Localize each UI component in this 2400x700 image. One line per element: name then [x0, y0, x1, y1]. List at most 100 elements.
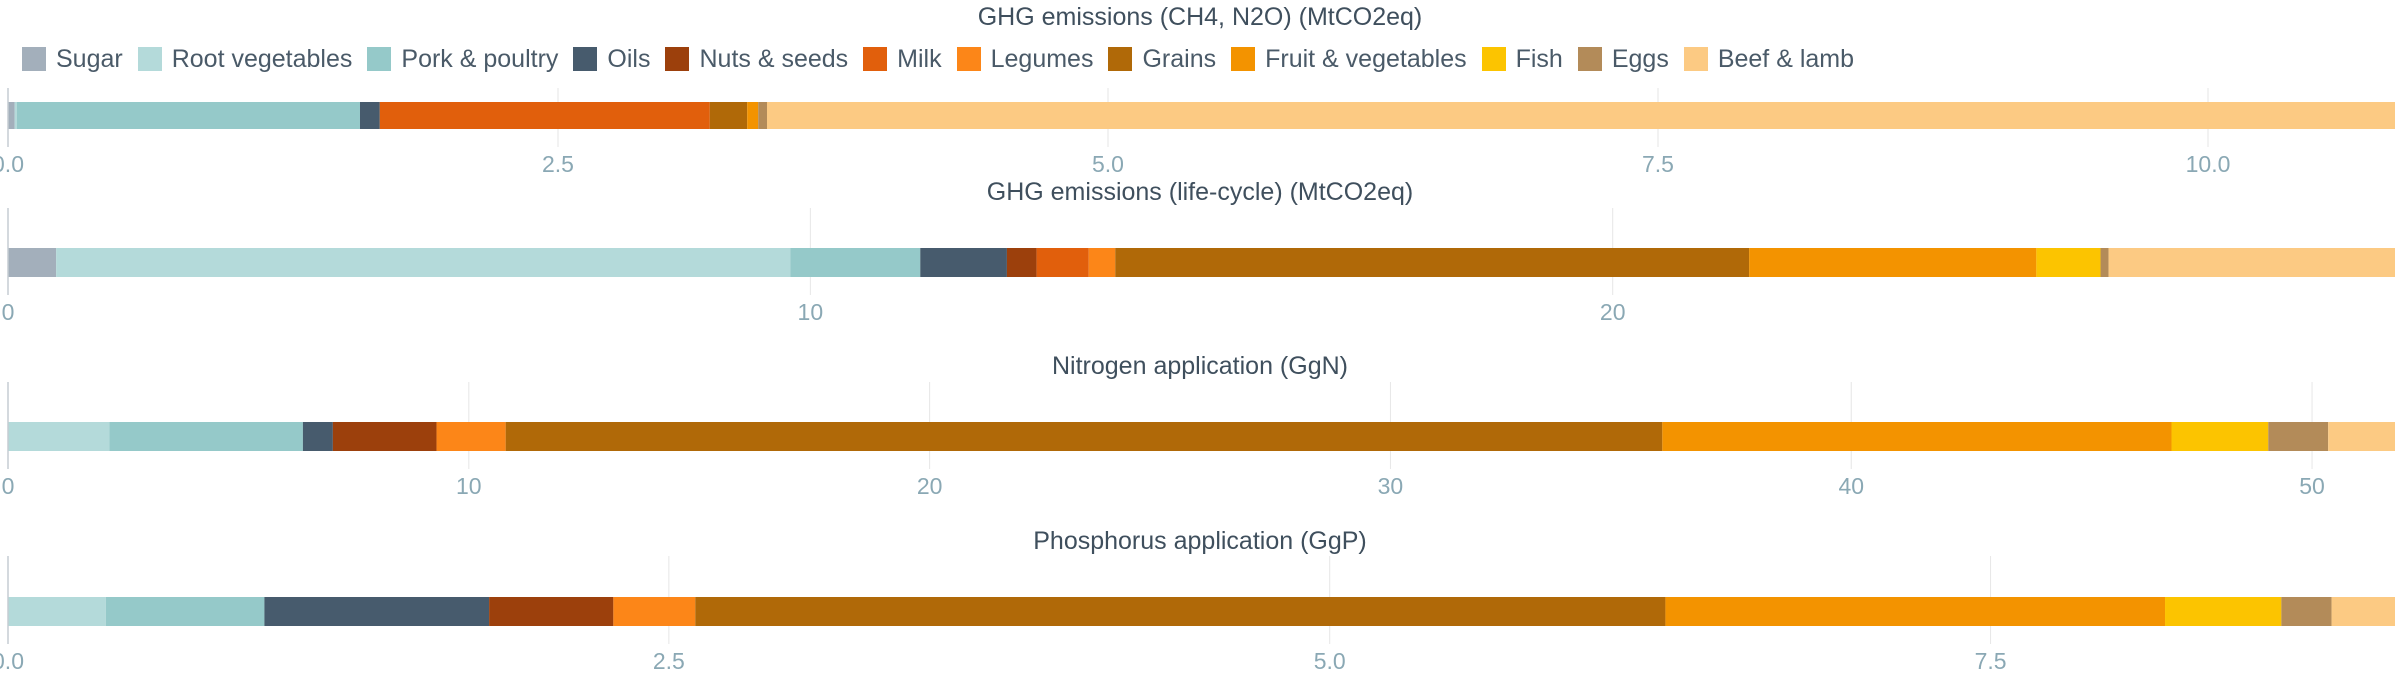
legend-item[interactable]: Eggs	[1577, 44, 1669, 74]
legend-item[interactable]: Nuts & seeds	[665, 45, 848, 74]
bar-segment-legumes[interactable]	[1088, 248, 1116, 277]
bar-segment-fish[interactable]	[2171, 422, 2269, 451]
legend-swatch	[1683, 47, 1708, 71]
legend-label: Legumes	[990, 44, 1094, 73]
bar-segment-eggs[interactable]	[2281, 597, 2332, 626]
x-tick-label: 30	[1378, 473, 1404, 499]
x-tick-label: 10	[798, 299, 824, 325]
bar-segment-fruit-vegetables[interactable]	[1665, 597, 2166, 626]
legend-item[interactable]: Fruit & vegetables	[1231, 45, 1467, 74]
legend-label: Fish	[1515, 44, 1563, 73]
bar-segment-legumes[interactable]	[436, 422, 506, 451]
legend-swatch	[1231, 47, 1256, 71]
x-tick-label: 5.0	[1092, 151, 1124, 177]
bar-segment-grains[interactable]	[1115, 248, 1750, 277]
bar-segment-fruit-vegetables[interactable]	[747, 102, 759, 129]
chart-legend: Sugar Root vegetables Pork & poultry Oils Nu…	[22, 42, 1869, 76]
x-tick-label: 10	[456, 473, 482, 499]
legend-label: Nuts & seeds	[699, 44, 849, 73]
legend-swatch	[22, 47, 46, 71]
bar-segment-beef-lamb[interactable]	[2328, 422, 2395, 451]
legend-label: Fruit & vegetables	[1265, 44, 1467, 73]
bar-segment-oils[interactable]	[360, 102, 380, 129]
bar-segment-oils[interactable]	[920, 248, 1007, 277]
bar-segment-pork-poultry[interactable]	[105, 597, 265, 626]
bar-segment-pork-poultry[interactable]	[16, 102, 361, 129]
bar-segment-fish[interactable]	[2165, 597, 2282, 626]
legend-swatch	[367, 47, 392, 71]
x-tick-label: 0.0	[0, 151, 24, 177]
x-tick-label: 2.5	[542, 151, 574, 177]
legend-item[interactable]: Pork & poultry	[367, 45, 558, 74]
chart-panel: Phosphorus application (GgP) 0.0 2.5 5.0 7.5	[0, 527, 2395, 674]
x-tick-label: 7.5	[1642, 151, 1674, 177]
chart-panel: Nitrogen application (GgN) 0 10 20 30 40 50	[2, 352, 2395, 499]
chart-title: Phosphorus application (GgP)	[1033, 527, 1367, 555]
bar-segment-root-vegetables[interactable]	[8, 422, 110, 451]
legend-swatch	[1481, 47, 1506, 71]
x-tick-label: 20	[917, 473, 943, 499]
x-tick-label: 7.5	[1975, 648, 2007, 674]
legend-item[interactable]: Legumes	[956, 44, 1094, 74]
bar-segment-fruit-vegetables[interactable]	[1662, 422, 2172, 451]
bar-segment-beef-lamb[interactable]	[2108, 248, 2395, 277]
bar-segment-sugar[interactable]	[8, 102, 15, 129]
bar-segment-grains[interactable]	[695, 597, 1666, 626]
bar-segment-pork-poultry[interactable]	[790, 248, 921, 277]
legend-swatch	[573, 47, 598, 71]
legend-label: Root vegetables	[171, 44, 353, 73]
legend-label: Oils	[607, 44, 651, 73]
legend-item[interactable]: Oils	[573, 45, 650, 74]
bar-segment-eggs[interactable]	[758, 102, 767, 129]
x-tick-label: 50	[2299, 473, 2325, 499]
chart-panel: GHG emissions (life-cycle) (MtCO2eq) 0 10 2…	[2, 178, 2395, 325]
bar-segment-nuts-seeds[interactable]	[489, 597, 614, 626]
bar-segment-beef-lamb[interactable]	[2331, 597, 2395, 626]
bar-segment-oils[interactable]	[302, 422, 333, 451]
bar-segment-grains[interactable]	[709, 102, 748, 129]
x-tick-label: 2.5	[653, 648, 685, 674]
legend-swatch	[863, 47, 888, 71]
chart-title: GHG emissions (CH4, N2O) (MtCO2eq)	[978, 3, 1423, 31]
legend-item[interactable]: Milk	[863, 44, 942, 74]
x-tick-label: 0	[2, 299, 15, 325]
legend-item[interactable]: Sugar	[22, 45, 123, 74]
bar-segment-legumes[interactable]	[613, 597, 696, 626]
bar-segment-eggs[interactable]	[2268, 422, 2329, 451]
bar-segment-nuts-seeds[interactable]	[332, 422, 437, 451]
legend-label: Milk	[897, 44, 942, 73]
bar-segment-eggs[interactable]	[2100, 248, 2109, 277]
bar-segment-nuts-seeds[interactable]	[1006, 248, 1037, 277]
bar-segment-sugar[interactable]	[8, 248, 57, 277]
chart-panel: GHG emissions (CH4, N2O) (MtCO2eq) 0.0 2.5…	[0, 3, 2395, 177]
legend-swatch	[137, 47, 162, 71]
legend-swatch	[1577, 47, 1602, 71]
x-tick-label: 10.0	[2186, 151, 2231, 177]
bar-segment-beef-lamb[interactable]	[767, 102, 2395, 129]
x-tick-label: 0	[2, 473, 15, 499]
legend-swatch	[1108, 47, 1133, 71]
bar-segment-fish[interactable]	[2036, 248, 2101, 277]
bar-segment-root-vegetables[interactable]	[56, 248, 791, 277]
bar-segment-fruit-vegetables[interactable]	[1749, 248, 2037, 277]
bar-segment-milk[interactable]	[1036, 248, 1089, 277]
bar-segment-grains[interactable]	[505, 422, 1663, 451]
legend-item[interactable]: Fish	[1481, 44, 1563, 74]
x-tick-label: 20	[1600, 299, 1626, 325]
legend-label: Eggs	[1611, 44, 1669, 73]
bar-segment-pork-poultry[interactable]	[109, 422, 303, 451]
legend-item[interactable]: Grains	[1108, 45, 1216, 74]
chart-title: GHG emissions (life-cycle) (MtCO2eq)	[987, 178, 1413, 206]
legend-label: Grains	[1142, 44, 1217, 73]
legend-item[interactable]: Root vegetables	[137, 44, 353, 74]
bar-segment-root-vegetables[interactable]	[14, 102, 17, 129]
legend-label: Pork & poultry	[401, 44, 559, 73]
bar-segment-milk[interactable]	[379, 102, 710, 129]
bar-segment-oils[interactable]	[264, 597, 490, 626]
legend-label: Sugar	[56, 44, 123, 73]
legend-swatch	[665, 47, 690, 71]
chart-title: Nitrogen application (GgN)	[1052, 352, 1348, 380]
legend-item[interactable]: Beef & lamb	[1683, 45, 1854, 74]
bar-segment-root-vegetables[interactable]	[8, 597, 106, 626]
